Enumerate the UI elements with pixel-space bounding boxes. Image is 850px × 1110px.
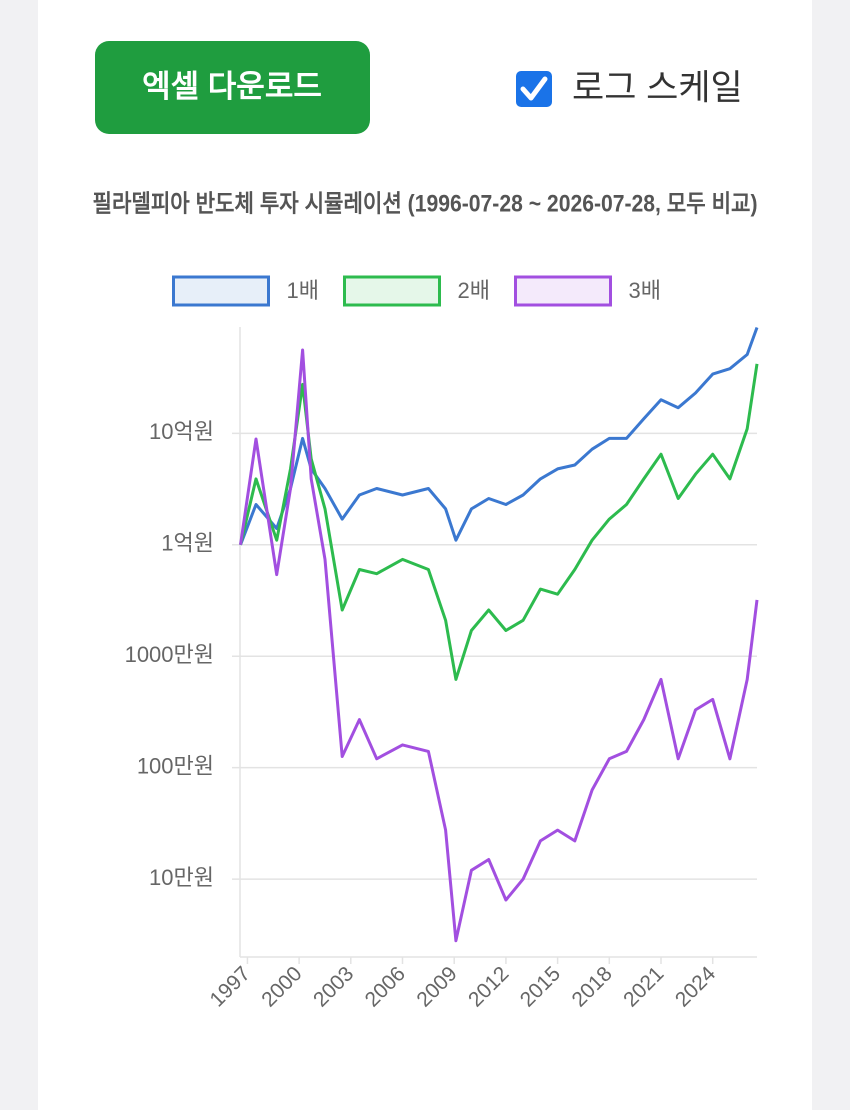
y-tick-label: 100만원 <box>137 753 214 778</box>
legend-swatch <box>172 275 270 307</box>
legend-label: 1배 <box>287 278 319 303</box>
legend-label: 3배 <box>629 278 661 303</box>
legend-item: 2배 <box>343 275 490 307</box>
y-tick-label: 1000만원 <box>125 642 214 667</box>
button-background <box>95 41 370 134</box>
legend-swatch <box>514 275 612 307</box>
y-tick-label: 10만원 <box>149 865 214 890</box>
legend-swatch <box>343 275 441 307</box>
y-tick-label: 1억원 <box>161 531 214 556</box>
y-tick-label: 10억원 <box>149 419 214 444</box>
series-line <box>239 348 759 943</box>
legend-label: 2배 <box>458 278 490 303</box>
checkbox-label: 로그 스케일 <box>572 68 743 107</box>
download-button[interactable]: 엑셀 다운로드 <box>95 41 370 134</box>
checkmark <box>520 76 548 101</box>
log-scale-checkbox[interactable]: 로그 스케일 <box>516 68 743 107</box>
card <box>38 0 812 1110</box>
chart-title: 필라델피아 반도체 투자 시뮬레이션 (1996-07-28 ~ 2026-07… <box>93 190 758 217</box>
legend-item: 1배 <box>172 275 319 307</box>
series-line <box>239 363 759 681</box>
button-label: 엑셀 다운로드 <box>142 69 322 104</box>
legend-item: 3배 <box>514 275 661 307</box>
